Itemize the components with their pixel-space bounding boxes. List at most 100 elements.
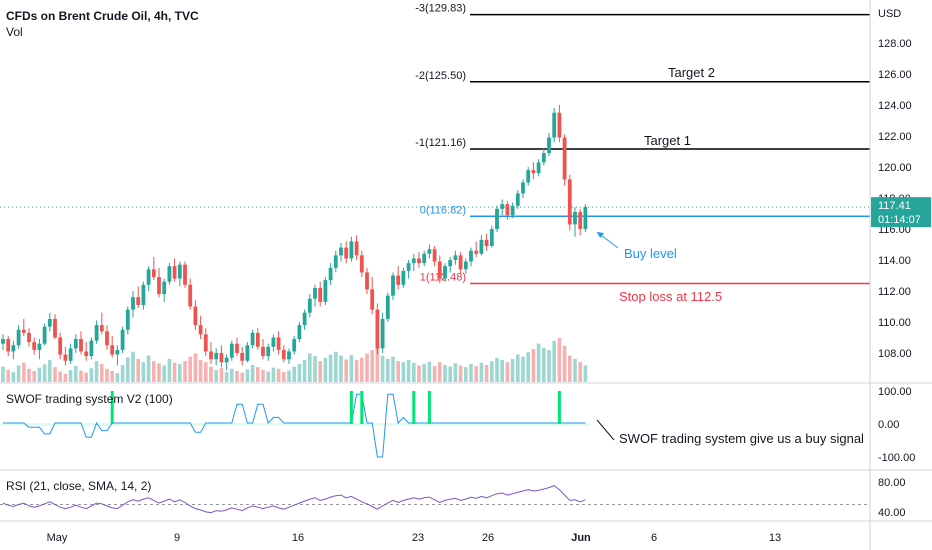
candle-body <box>547 137 551 154</box>
volume-bar <box>297 363 302 382</box>
volume-bar <box>68 369 73 382</box>
candle-body <box>484 239 489 247</box>
candle-body <box>578 211 583 229</box>
buy-arrow-head <box>597 232 604 238</box>
volume-bar <box>552 340 556 382</box>
candle-body <box>583 207 588 229</box>
candle-body <box>385 295 390 319</box>
volume-bar <box>365 353 369 382</box>
swof-indicator-label[interactable]: SWOF trading system V2 (100) <box>6 392 173 406</box>
candle-body <box>68 348 73 361</box>
volume-bar <box>157 363 161 382</box>
candle-body <box>110 345 115 355</box>
volume-bar <box>22 362 26 382</box>
candle-body <box>266 346 271 357</box>
volume-bar <box>178 363 182 382</box>
symbol-title[interactable]: CFDs on Brent Crude Oil, 4h, TVC <box>6 9 199 23</box>
volume-bar <box>542 347 546 382</box>
volume-bar <box>412 362 416 382</box>
volume-bar <box>261 369 265 382</box>
candle-body <box>1 339 5 344</box>
chart-annotation: Buy level <box>624 246 677 261</box>
volume-bar <box>308 353 312 382</box>
candle-body <box>557 112 562 138</box>
candle-body <box>198 325 203 335</box>
candle-body <box>84 351 89 357</box>
candlesticks[interactable] <box>1 105 588 371</box>
volume-bar <box>37 367 42 382</box>
volume-label: Vol <box>6 25 23 39</box>
volume-bar <box>505 362 510 382</box>
candle-body <box>541 153 546 163</box>
volume-bar <box>74 366 78 382</box>
candle-body <box>136 297 141 305</box>
volume-bar <box>292 366 296 382</box>
volume-bar <box>256 367 260 382</box>
candle-body <box>235 343 239 353</box>
candle-body <box>193 306 198 326</box>
volume-bar <box>313 356 317 382</box>
candle-body <box>21 329 26 333</box>
price-tick-label: 114.00 <box>878 255 911 267</box>
candle-body <box>6 339 11 352</box>
volume-bar <box>105 368 109 382</box>
candle-body <box>245 345 250 361</box>
candle-body <box>437 261 442 279</box>
price-tick-label: 128.00 <box>878 38 912 50</box>
volume-bar <box>484 364 489 382</box>
price-tick-label: 126.00 <box>878 69 912 81</box>
candle-body <box>151 269 156 278</box>
volume-bar <box>380 355 385 382</box>
volume-bar <box>162 365 166 382</box>
rsi-indicator-label[interactable]: RSI (21, close, SMA, 14, 2) <box>6 479 152 493</box>
volume-bar <box>240 372 244 382</box>
candle-body <box>115 349 120 355</box>
volume-bar <box>224 372 229 382</box>
volume-bar <box>48 360 52 382</box>
candle-body <box>391 275 395 296</box>
candle-body <box>125 309 130 330</box>
candle-body <box>443 266 447 279</box>
volume-bar <box>11 372 16 382</box>
volume-bar <box>58 371 62 382</box>
candle-body <box>42 326 47 344</box>
swof-signal-bar <box>427 391 431 424</box>
chart-annotation: Stop loss at 112.5 <box>619 289 722 304</box>
swof-tick-label: 100.00 <box>878 386 912 398</box>
volume-bar <box>453 363 458 382</box>
swof-signal-bar <box>412 391 416 424</box>
candle-body <box>172 266 177 279</box>
fib-level-label: 1(112.48) <box>420 272 466 284</box>
candle-body <box>53 318 57 338</box>
volume-bar <box>516 354 520 382</box>
candle-body <box>458 255 463 270</box>
price-tick-label: 112.00 <box>878 286 911 298</box>
candle-body <box>47 318 52 327</box>
candle-body <box>333 255 338 268</box>
volume-bar <box>573 358 577 382</box>
candle-body <box>380 318 385 349</box>
candle-body <box>515 193 520 206</box>
swof-signal-bar <box>360 391 364 424</box>
volume-bar <box>89 368 94 382</box>
volume-bar <box>583 365 588 382</box>
candle-body <box>203 334 208 352</box>
candle-body <box>105 331 109 346</box>
volume-bar <box>183 361 187 382</box>
candle-body <box>567 179 572 225</box>
volume-bars <box>1 338 588 382</box>
candle-body <box>349 241 354 259</box>
chart-annotation: Target 1 <box>644 133 691 148</box>
candle-body <box>292 339 297 352</box>
candle-body <box>214 353 219 360</box>
volume-bar <box>63 373 68 382</box>
candle-body <box>99 325 104 332</box>
candle-body <box>427 249 432 254</box>
candle-body <box>63 354 68 361</box>
volume-bar <box>370 350 374 382</box>
volume-bar <box>360 357 364 382</box>
volume-bar <box>219 367 224 382</box>
volume-bar <box>100 363 104 382</box>
candle-body <box>141 284 146 305</box>
